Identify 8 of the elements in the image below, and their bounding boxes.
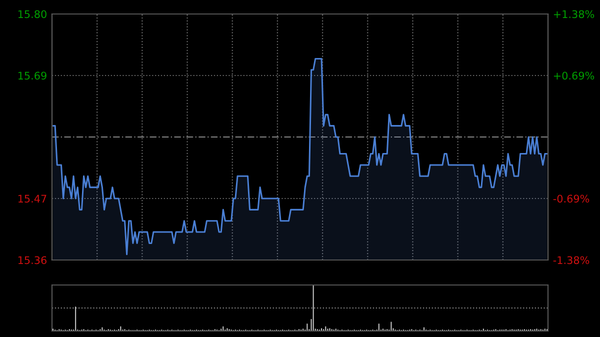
y-tick-label: 15.36 xyxy=(18,256,46,264)
y-tick-label: 15.80 xyxy=(18,10,46,18)
y2-tick-label: -1.38% xyxy=(553,256,590,264)
y2-tick-label: -0.69% xyxy=(553,194,590,203)
y2-tick-label: +0.69% xyxy=(554,72,594,80)
y-tick-label: 15.69 xyxy=(18,72,46,80)
y-tick-label: 15.47 xyxy=(18,194,46,203)
y2-tick-label: +1.38% xyxy=(554,10,594,18)
